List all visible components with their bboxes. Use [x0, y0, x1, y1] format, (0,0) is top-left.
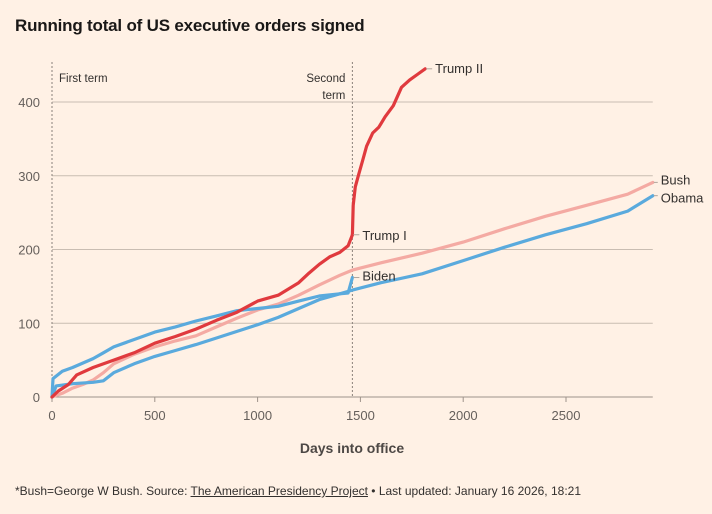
- y-axis: 0 100 200 300 400: [18, 95, 40, 405]
- x-axis-label: Days into office: [300, 440, 404, 456]
- series-line-biden: [50, 275, 354, 399]
- series-label-obama: Obama: [661, 191, 704, 206]
- series-label-trump-i: Trump I: [362, 228, 406, 243]
- chart-title: Running total of US executive orders sig…: [15, 16, 365, 35]
- series-line-trump-ii: [350, 67, 427, 237]
- annotation-second-term: term: [322, 90, 345, 102]
- x-tick-label: 2500: [552, 408, 581, 423]
- series-lines: [50, 67, 655, 399]
- series-label-bush: Bush: [661, 172, 691, 187]
- x-tick-label: 500: [144, 408, 166, 423]
- y-tick-label: 300: [18, 169, 40, 184]
- footnote-suffix: • Last updated: January 16 2026, 18:21: [367, 484, 581, 498]
- x-tick-label: 1000: [243, 408, 272, 423]
- x-tick-label: 2000: [449, 408, 478, 423]
- series-label-trump-ii: Trump II: [435, 61, 483, 76]
- source-link[interactable]: The American Presidency Project: [190, 484, 368, 498]
- y-tick-label: 0: [33, 390, 40, 405]
- term-markers: First term Second term: [51, 62, 353, 397]
- series-labels: Bush Obama Biden Trump I Trump II: [353, 61, 704, 284]
- y-tick-label: 400: [18, 95, 40, 110]
- x-tick-label: 0: [48, 408, 55, 423]
- footnote-prefix: *Bush=George W Bush. Source:: [15, 484, 191, 498]
- footnote: *Bush=George W Bush. Source: The America…: [15, 484, 581, 498]
- y-tick-label: 200: [18, 243, 40, 258]
- annotation-first-term: First term: [59, 73, 108, 85]
- series-line-obama: [50, 194, 655, 399]
- y-tick-label: 100: [18, 316, 40, 331]
- x-axis: 0 500 1000 1500 2000 2500: [48, 396, 653, 423]
- annotation-second-term: Second: [306, 73, 345, 85]
- line-chart: First term Second term 0 100 200 300 400 0 500 1…: [18, 61, 704, 456]
- series-label-biden: Biden: [362, 269, 395, 284]
- series-line-trump-i: [50, 233, 354, 399]
- x-tick-label: 1500: [346, 408, 375, 423]
